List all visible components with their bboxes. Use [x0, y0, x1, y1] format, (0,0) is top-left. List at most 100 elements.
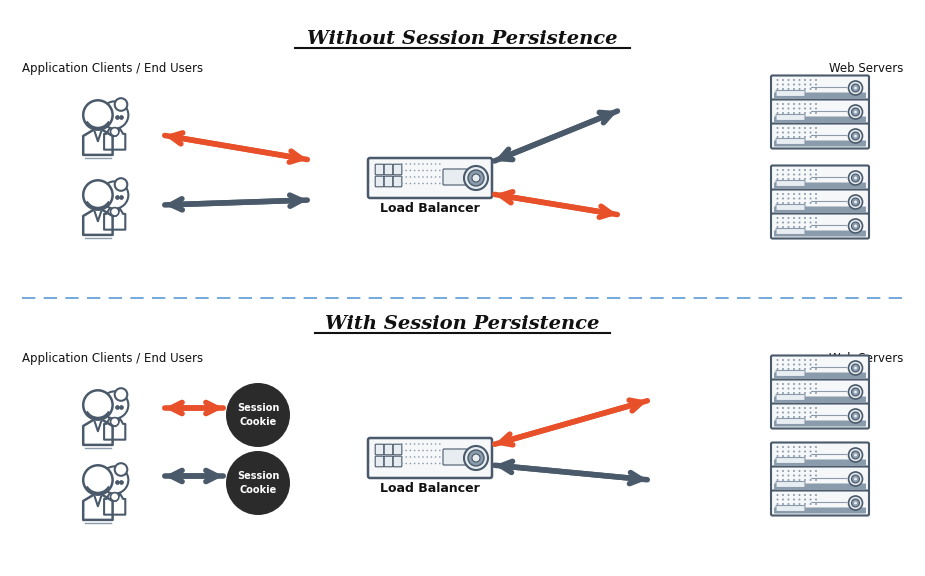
Circle shape: [776, 383, 779, 385]
Circle shape: [809, 222, 811, 223]
FancyBboxPatch shape: [771, 214, 869, 238]
Circle shape: [804, 112, 806, 114]
Circle shape: [782, 498, 784, 501]
Circle shape: [809, 475, 811, 476]
Circle shape: [468, 450, 484, 466]
Circle shape: [464, 166, 488, 190]
FancyBboxPatch shape: [776, 419, 805, 425]
Circle shape: [804, 202, 806, 204]
Circle shape: [793, 178, 795, 180]
Circle shape: [852, 388, 859, 396]
Circle shape: [809, 193, 811, 195]
Circle shape: [854, 86, 857, 89]
Circle shape: [405, 463, 407, 464]
Circle shape: [776, 392, 779, 394]
Circle shape: [848, 171, 862, 185]
Circle shape: [431, 176, 432, 178]
Circle shape: [804, 359, 806, 361]
Circle shape: [115, 463, 128, 476]
FancyBboxPatch shape: [376, 444, 384, 455]
Circle shape: [793, 455, 795, 457]
Circle shape: [110, 207, 119, 216]
Circle shape: [848, 385, 862, 399]
Circle shape: [422, 163, 424, 165]
Circle shape: [776, 470, 779, 472]
Circle shape: [782, 79, 784, 81]
Circle shape: [815, 494, 817, 496]
Circle shape: [410, 163, 412, 165]
Circle shape: [776, 498, 779, 501]
Circle shape: [798, 416, 800, 418]
Circle shape: [798, 127, 800, 129]
Circle shape: [787, 446, 790, 448]
Circle shape: [782, 388, 784, 389]
FancyBboxPatch shape: [771, 380, 869, 404]
Circle shape: [815, 169, 817, 171]
FancyBboxPatch shape: [376, 164, 384, 175]
Circle shape: [804, 226, 806, 228]
FancyBboxPatch shape: [771, 467, 869, 491]
Circle shape: [798, 193, 800, 195]
Circle shape: [793, 217, 795, 219]
Circle shape: [854, 366, 857, 369]
Circle shape: [798, 136, 800, 138]
Circle shape: [852, 412, 859, 420]
Circle shape: [787, 363, 790, 366]
Circle shape: [815, 226, 817, 228]
Circle shape: [793, 416, 795, 418]
Circle shape: [804, 446, 806, 448]
Circle shape: [413, 450, 415, 452]
Circle shape: [115, 98, 128, 111]
Circle shape: [401, 463, 402, 464]
Circle shape: [798, 198, 800, 199]
Circle shape: [793, 359, 795, 361]
Circle shape: [815, 411, 817, 414]
Circle shape: [776, 88, 779, 90]
Circle shape: [815, 479, 817, 481]
Circle shape: [431, 463, 432, 464]
Text: Load Balancer: Load Balancer: [380, 202, 480, 215]
Circle shape: [426, 443, 428, 445]
Circle shape: [804, 470, 806, 472]
Circle shape: [815, 193, 817, 195]
Circle shape: [852, 451, 859, 459]
Circle shape: [83, 391, 113, 420]
Circle shape: [431, 163, 432, 165]
Circle shape: [405, 443, 407, 445]
Circle shape: [413, 183, 415, 184]
Circle shape: [776, 479, 779, 481]
Circle shape: [431, 183, 432, 184]
Circle shape: [809, 359, 811, 361]
Circle shape: [815, 198, 817, 199]
Circle shape: [422, 443, 424, 445]
Circle shape: [798, 446, 800, 448]
FancyBboxPatch shape: [771, 75, 869, 100]
Circle shape: [798, 455, 800, 457]
Circle shape: [787, 392, 790, 394]
Circle shape: [776, 131, 779, 134]
Circle shape: [782, 479, 784, 481]
Circle shape: [815, 475, 817, 476]
Circle shape: [435, 176, 437, 178]
Text: Without Session Persistence: Without Session Persistence: [307, 30, 617, 48]
Circle shape: [422, 170, 424, 171]
Circle shape: [782, 198, 784, 199]
Circle shape: [798, 173, 800, 176]
Circle shape: [431, 170, 432, 171]
Circle shape: [815, 112, 817, 114]
Circle shape: [809, 178, 811, 180]
Circle shape: [793, 136, 795, 138]
Circle shape: [809, 416, 811, 418]
Circle shape: [782, 226, 784, 228]
Circle shape: [804, 103, 806, 105]
Circle shape: [793, 392, 795, 394]
Circle shape: [787, 169, 790, 171]
FancyBboxPatch shape: [774, 230, 866, 237]
Text: With Session Persistence: With Session Persistence: [325, 315, 599, 333]
Circle shape: [776, 222, 779, 223]
Circle shape: [804, 131, 806, 134]
Circle shape: [804, 392, 806, 394]
Circle shape: [804, 108, 806, 109]
Circle shape: [809, 470, 811, 472]
Circle shape: [854, 391, 857, 393]
